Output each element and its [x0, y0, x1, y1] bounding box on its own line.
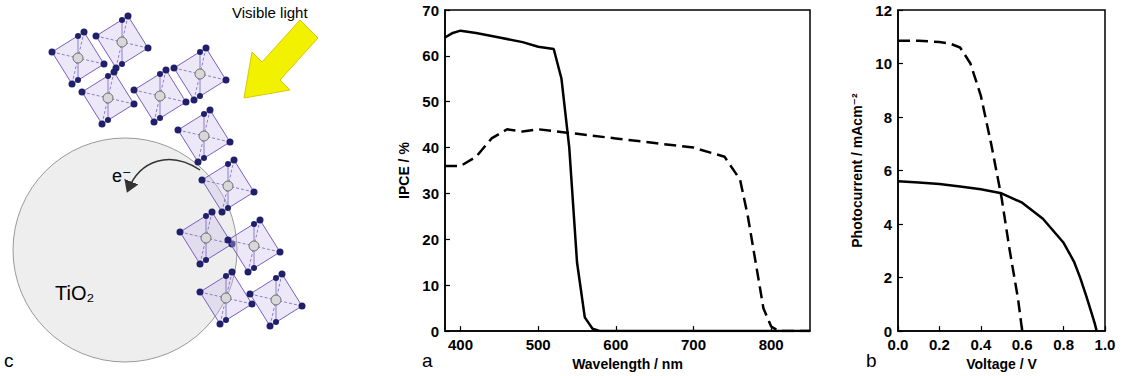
svg-text:e⁻: e⁻ — [112, 166, 132, 186]
svg-text:30: 30 — [422, 185, 439, 202]
svg-text:0.8: 0.8 — [1053, 336, 1074, 353]
html-text:b: b — [866, 350, 877, 371]
svg-text:0.2: 0.2 — [929, 336, 950, 353]
svg-text:40: 40 — [422, 139, 439, 156]
svg-text:0.4: 0.4 — [970, 336, 992, 353]
svg-text:IPCE / %: IPCE / % — [396, 142, 412, 199]
svg-text:70: 70 — [422, 2, 439, 19]
svg-text:Wavelength / nm: Wavelength / nm — [572, 356, 683, 372]
svg-text:6: 6 — [884, 162, 892, 179]
svg-text:1.0: 1.0 — [1095, 336, 1116, 353]
svg-text:400: 400 — [448, 336, 473, 353]
svg-text:Visible light: Visible light — [232, 4, 308, 21]
svg-text:50: 50 — [422, 93, 439, 110]
svg-text:Photocurrent / mAcm⁻²: Photocurrent / mAcm⁻² — [849, 93, 865, 248]
svg-text:4: 4 — [884, 216, 893, 233]
svg-text:10: 10 — [875, 55, 892, 72]
svg-text:12: 12 — [875, 2, 892, 19]
svg-text:0: 0 — [431, 323, 439, 340]
svg-text:Voltage / V: Voltage / V — [966, 356, 1037, 372]
svg-text:0.6: 0.6 — [1012, 336, 1033, 353]
svg-text:600: 600 — [603, 336, 628, 353]
svg-text:20: 20 — [422, 231, 439, 248]
svg-text:60: 60 — [422, 47, 439, 64]
html-text:a: a — [422, 350, 433, 371]
svg-text:8: 8 — [884, 109, 892, 126]
svg-text:10: 10 — [422, 277, 439, 294]
svg-text:TiO₂: TiO₂ — [55, 282, 94, 304]
svg-text:800: 800 — [759, 336, 784, 353]
svg-text:0.0: 0.0 — [888, 336, 909, 353]
svg-text:0: 0 — [883, 322, 892, 340]
svg-text:2: 2 — [884, 269, 892, 286]
svg-text:500: 500 — [526, 336, 551, 353]
html-text:c: c — [4, 350, 14, 371]
svg-text:700: 700 — [681, 336, 706, 353]
